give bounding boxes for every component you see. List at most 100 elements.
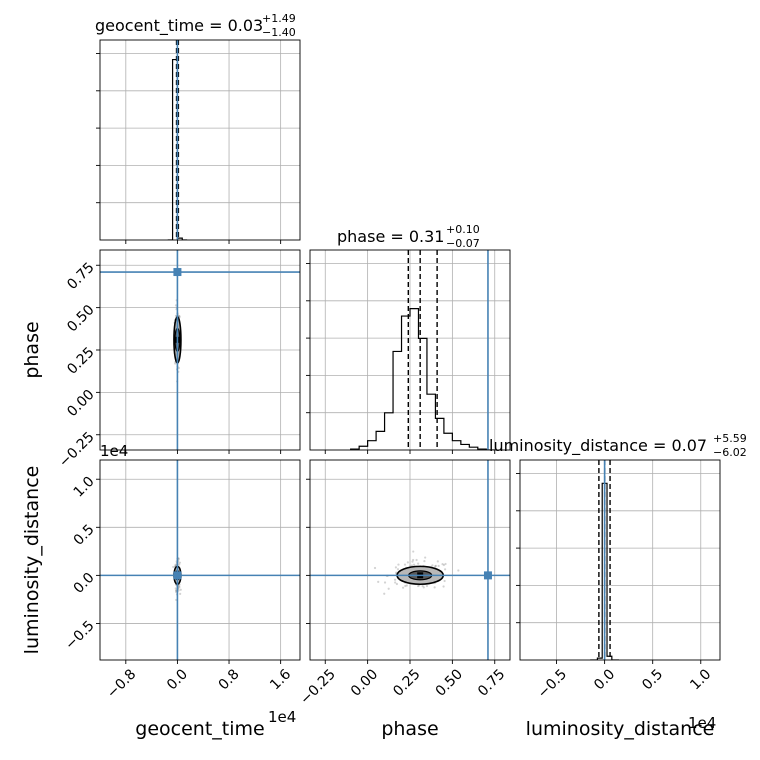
sample-point xyxy=(443,568,447,571)
x-tick-label: −0.5 xyxy=(535,666,570,701)
sample-point xyxy=(417,584,420,588)
sample-point xyxy=(395,582,399,586)
sample-point xyxy=(431,564,434,567)
injection-marker xyxy=(173,268,182,277)
sample-point xyxy=(436,560,439,563)
posterior-2d-phase-luminosity_distance xyxy=(373,550,460,595)
y-tick-label: 1.0 xyxy=(71,474,98,501)
histogram-phase xyxy=(350,308,495,450)
title-upper-error: +5.59 xyxy=(713,432,747,445)
sample-point xyxy=(421,584,424,588)
sample-point xyxy=(178,563,181,566)
x-tick-label: 0.0 xyxy=(164,666,191,693)
sample-point xyxy=(457,569,460,572)
sample-point xyxy=(434,564,437,568)
y-tick-label: −0.25 xyxy=(56,429,98,471)
y-axis-label-phase: phase xyxy=(21,321,43,378)
title-name: geocent_time xyxy=(95,16,204,36)
sample-point xyxy=(404,584,407,588)
panel-title-luminosity_distance: luminosity_distance = 0.07 xyxy=(489,436,707,456)
sample-point xyxy=(383,581,387,584)
injection-marker xyxy=(483,571,492,580)
title-name: luminosity_distance xyxy=(489,436,648,456)
y-tick-label: 0.50 xyxy=(64,302,97,335)
y-tick-label: 0.0 xyxy=(71,570,98,597)
sample-point xyxy=(410,564,414,567)
sample-point xyxy=(422,586,425,589)
x-tick-label: 0.50 xyxy=(433,666,466,699)
sample-point xyxy=(178,585,181,589)
x-axis-label-luminosity_distance: luminosity_distance xyxy=(526,718,715,740)
sample-point xyxy=(442,563,446,567)
title-lower-error: −0.07 xyxy=(446,237,480,250)
y-axis-label-luminosity_distance: luminosity_distance xyxy=(21,466,43,655)
sample-point xyxy=(412,558,415,562)
sample-point xyxy=(377,580,380,583)
x-tick-label: 1.0 xyxy=(687,666,714,693)
title-median: 0.03 xyxy=(228,16,264,35)
sample-point xyxy=(373,566,377,570)
sample-point xyxy=(443,579,446,583)
title-upper-error: +0.10 xyxy=(446,223,480,236)
x-axis-label-phase: phase xyxy=(381,718,438,740)
sample-point xyxy=(179,592,182,595)
x-tick-label: −0.25 xyxy=(297,666,339,708)
x-offset-label-luminosity_distance: 1e4 xyxy=(688,714,716,732)
sample-point xyxy=(437,564,440,568)
sample-point xyxy=(433,586,436,589)
sample-point xyxy=(411,560,414,563)
sample-point xyxy=(403,563,407,566)
sample-point xyxy=(396,568,400,571)
y-tick-label: 0.25 xyxy=(64,344,97,377)
sample-point xyxy=(417,562,420,565)
panel-frame xyxy=(99,459,301,661)
sample-point xyxy=(442,585,445,588)
title-lower-error: −1.40 xyxy=(262,26,296,39)
y-tick-label: 0.75 xyxy=(64,260,97,293)
sample-point xyxy=(174,563,177,566)
x-tick-label: 1.6 xyxy=(267,666,294,693)
x-tick-label: 0.75 xyxy=(475,666,508,699)
sample-point xyxy=(178,561,182,564)
title-equals: = xyxy=(204,16,228,35)
x-axis-label-geocent_time: geocent_time xyxy=(135,718,264,740)
title-equals: = xyxy=(385,227,409,246)
x-tick-label: 0.25 xyxy=(390,666,423,699)
sample-point xyxy=(179,588,182,591)
y-tick-label: −0.5 xyxy=(62,618,97,653)
title-median: 0.07 xyxy=(671,436,707,455)
sample-point xyxy=(174,304,178,307)
sample-point xyxy=(174,362,177,365)
y-tick-label: 0.5 xyxy=(71,522,98,549)
panel-frame xyxy=(99,39,301,241)
sample-point xyxy=(172,565,175,569)
y-offset-label-luminosity_distance: 1e4 xyxy=(100,442,128,460)
sample-point xyxy=(424,556,427,559)
x-tick-label: −0.8 xyxy=(104,666,139,701)
sample-point xyxy=(387,587,390,590)
sample-point xyxy=(393,578,397,581)
panel-title-phase: phase = 0.31 xyxy=(337,227,444,246)
x-tick-label: 0.8 xyxy=(216,666,243,693)
title-lower-error: −6.02 xyxy=(713,446,747,459)
sample-point xyxy=(383,592,386,595)
x-tick-label: 0.5 xyxy=(639,666,666,693)
sample-point xyxy=(423,560,426,563)
sample-point xyxy=(394,566,398,569)
sample-point xyxy=(441,563,444,566)
panel-title-geocent_time: geocent_time = 0.03 xyxy=(95,16,263,36)
injection-marker xyxy=(173,571,182,580)
x-tick-label: 0.0 xyxy=(591,666,618,693)
title-median: 0.31 xyxy=(409,227,445,246)
sample-point xyxy=(412,563,416,566)
sample-point xyxy=(405,584,408,587)
y-tick-label: 0.00 xyxy=(64,387,97,420)
sample-point xyxy=(415,558,418,562)
x-tick-label: 0.00 xyxy=(348,666,381,699)
sample-point xyxy=(406,561,409,564)
sample-point xyxy=(412,550,415,553)
panel-frame xyxy=(519,459,721,661)
title-name: phase xyxy=(337,227,385,246)
sample-point xyxy=(425,584,429,588)
